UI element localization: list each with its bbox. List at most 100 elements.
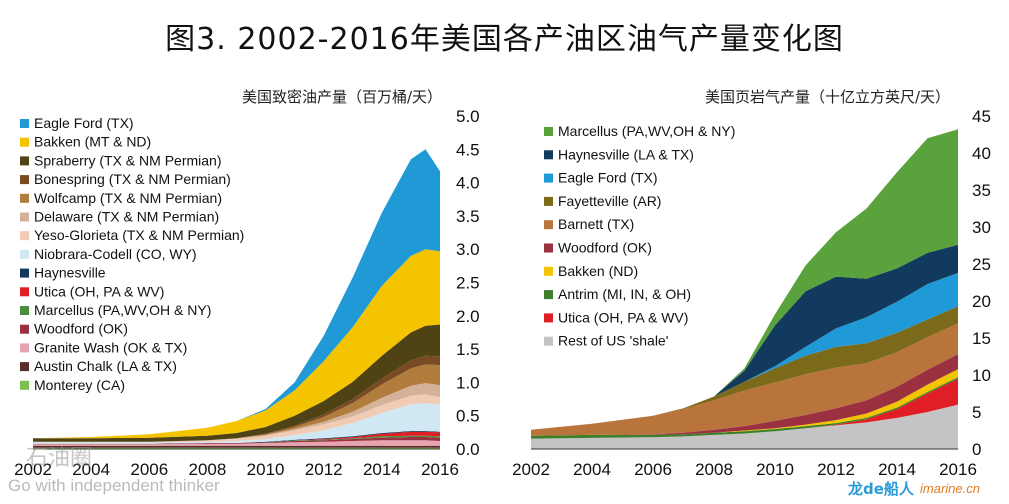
gas-legend-swatch-eagle-ford-tx bbox=[544, 173, 553, 183]
oil-legend-swatch-utica-oh-pa-wv bbox=[20, 287, 29, 297]
oil-area-granite-wash-ok-tx bbox=[33, 440, 440, 446]
gas-legend-label-antrim-mi-in-oh: Antrim (MI, IN, & OH) bbox=[558, 286, 691, 302]
gas-legend-label-haynesville-la-tx: Haynesville (LA & TX) bbox=[558, 146, 694, 162]
gas-x-tick-label: 2014 bbox=[878, 460, 916, 479]
oil-legend-swatch-eagle-ford-tx bbox=[20, 119, 29, 128]
oil-y-tick-label: 1.0 bbox=[456, 373, 480, 392]
oil-legend-swatch-austin-chalk-la-tx bbox=[20, 362, 29, 372]
gas-y-tick-label: 45 bbox=[972, 107, 991, 126]
watermark-brand-right: 龙de船人 bbox=[848, 480, 914, 498]
gas-y-tick-label: 25 bbox=[972, 255, 991, 274]
oil-legend-label-austin-chalk-la-tx: Austin Chalk (LA & TX) bbox=[34, 358, 177, 374]
oil-legend-swatch-granite-wash-ok-tx bbox=[20, 343, 29, 353]
oil-y-tick-label: 0.0 bbox=[456, 440, 480, 459]
gas-y-tick-label: 35 bbox=[972, 181, 991, 200]
gas-legend-label-rest-of-us-shale: Rest of US 'shale' bbox=[558, 333, 668, 349]
gas-legend-swatch-barnett-tx bbox=[544, 220, 553, 230]
oil-area-austin-chalk-la-tx bbox=[33, 445, 440, 448]
tight-oil-panel: 美国致密油产量（百万桶/天） 2002 2004 2006 2008 2010 2012 2… bbox=[0, 80, 500, 500]
gas-x-tick-label: 2012 bbox=[817, 460, 855, 479]
gas-area-rest-of-us-shale bbox=[531, 404, 958, 449]
gas-area-woodford-ok bbox=[531, 354, 958, 436]
gas-legend-swatch-marcellus-pa-wv-oh-ny bbox=[544, 127, 553, 136]
oil-y-tick-label: 5.0 bbox=[456, 107, 480, 126]
gas-legend-swatch-utica-oh-pa-wv bbox=[544, 313, 553, 323]
gas-legend-label-marcellus-pa-wv-oh-ny: Marcellus (PA,WV,OH & NY) bbox=[558, 123, 735, 139]
oil-area-haynesville bbox=[33, 431, 440, 444]
gas-x-tick-label: 2010 bbox=[756, 460, 794, 479]
gas-legend-swatch-bakken-nd bbox=[544, 266, 553, 276]
oil-area-bakken-mt-nd bbox=[33, 249, 440, 439]
gas-area-bakken-nd bbox=[531, 369, 958, 436]
oil-area-wolfcamp-tx-nm-permian bbox=[33, 364, 440, 442]
oil-legend-label-woodford-ok: Woodford (OK) bbox=[34, 321, 128, 337]
oil-x-tick-label: 2014 bbox=[363, 460, 401, 479]
oil-legend-swatch-spraberry-tx-nm-permian bbox=[20, 156, 29, 166]
main-title: 图3. 2002-2016年美国各产油区油气产量变化图 bbox=[165, 22, 844, 57]
oil-legend-label-niobrara-codell-co-wy: Niobrara-Codell (CO, WY) bbox=[34, 246, 197, 262]
oil-area-spraberry-tx-nm-permian bbox=[33, 324, 440, 442]
oil-legend-swatch-woodford-ok bbox=[20, 324, 29, 334]
oil-y-tick-label: 4.5 bbox=[456, 140, 480, 159]
gas-y-tick-label: 30 bbox=[972, 218, 991, 237]
gas-legend-swatch-woodford-ok bbox=[544, 243, 553, 253]
gas-legend-label-fayetteville-ar: Fayetteville (AR) bbox=[558, 193, 661, 209]
gas-legend-label-utica-oh-pa-wv: Utica (OH, PA & WV) bbox=[558, 309, 688, 325]
oil-area-woodford-ok bbox=[33, 437, 440, 445]
watermark-site-right: imarine.cn bbox=[920, 481, 980, 496]
shale-gas-chart-subtitle: 美国页岩气产量（十亿立方英尺/天） bbox=[705, 88, 951, 106]
gas-legend-label-eagle-ford-tx: Eagle Ford (TX) bbox=[558, 170, 658, 186]
gas-y-tick-label: 40 bbox=[972, 144, 991, 163]
gas-y-tick-label: 5 bbox=[972, 403, 981, 422]
oil-legend-label-utica-oh-pa-wv: Utica (OH, PA & WV) bbox=[34, 283, 164, 299]
watermark-brand-left: 石油圈 bbox=[26, 446, 93, 471]
oil-legend-label-delaware-tx-nm-permian: Delaware (TX & NM Permian) bbox=[34, 209, 219, 225]
oil-x-tick-label: 2016 bbox=[421, 460, 459, 479]
oil-x-tick-label: 2010 bbox=[247, 460, 285, 479]
tight-oil-chart-subtitle: 美国致密油产量（百万桶/天） bbox=[242, 88, 443, 106]
oil-area-marcellus-pa-wv-oh-ny bbox=[33, 435, 440, 444]
gas-x-tick-label: 2002 bbox=[512, 460, 550, 479]
oil-legend-label-granite-wash-ok-tx: Granite Wash (OK & TX) bbox=[34, 339, 187, 355]
oil-x-tick-label: 2002 bbox=[14, 460, 52, 479]
gas-y-tick-label: 15 bbox=[972, 329, 991, 348]
oil-legend-swatch-haynesville bbox=[20, 268, 29, 278]
oil-area-niobrara-codell-co-wy bbox=[33, 403, 440, 444]
gas-y-tick-label: 20 bbox=[972, 292, 991, 311]
oil-legend-label-spraberry-tx-nm-permian: Spraberry (TX & NM Permian) bbox=[34, 152, 221, 168]
oil-legend-label-haynesville: Haynesville bbox=[34, 265, 106, 281]
gas-x-tick-label: 2016 bbox=[939, 460, 977, 479]
oil-area-eagle-ford-tx bbox=[33, 149, 440, 439]
oil-y-tick-label: 0.5 bbox=[456, 407, 480, 426]
oil-legend-swatch-wolfcamp-tx-nm-permian bbox=[20, 193, 29, 203]
shale-gas-panel: 美国页岩气产量（十亿立方英尺/天） 2002 2004 2006 2008 2010 20… bbox=[505, 80, 1009, 500]
oil-legend-swatch-bakken-mt-nd bbox=[20, 137, 29, 147]
oil-legend-swatch-bonespring-tx-nm-permian bbox=[20, 175, 29, 185]
oil-legend-label-wolfcamp-tx-nm-permian: Wolfcamp (TX & NM Permian) bbox=[34, 190, 222, 206]
gas-x-tick-label: 2004 bbox=[573, 460, 611, 479]
oil-area-bonespring-tx-nm-permian bbox=[33, 355, 440, 442]
oil-legend-label-monterey-ca: Monterey (CA) bbox=[34, 377, 125, 393]
oil-legend-label-bonespring-tx-nm-permian: Bonespring (TX & NM Permian) bbox=[34, 171, 231, 187]
watermark-tagline-left: Go with independent thinker bbox=[8, 476, 220, 495]
gas-area-utica-oh-pa-wv bbox=[531, 378, 958, 439]
oil-area-delaware-tx-nm-permian bbox=[33, 383, 440, 442]
gas-x-tick-label: 2008 bbox=[695, 460, 733, 479]
oil-area-utica-oh-pa-wv bbox=[33, 431, 440, 444]
gas-y-tick-label: 10 bbox=[972, 366, 991, 385]
oil-legend-swatch-delaware-tx-nm-permian bbox=[20, 212, 29, 222]
gas-y-tick-label: 0 bbox=[972, 440, 981, 459]
oil-legend-swatch-monterey-ca bbox=[20, 380, 29, 390]
oil-y-tick-label: 3.0 bbox=[456, 240, 480, 259]
oil-y-tick-label: 2.5 bbox=[456, 274, 480, 293]
gas-legend-swatch-haynesville-la-tx bbox=[544, 150, 553, 160]
gas-legend-swatch-fayetteville-ar bbox=[544, 196, 553, 206]
gas-area-barnett-tx bbox=[531, 323, 958, 436]
oil-y-tick-label: 1.5 bbox=[456, 340, 480, 359]
oil-x-tick-label: 2008 bbox=[189, 460, 227, 479]
gas-legend-label-barnett-tx: Barnett (TX) bbox=[558, 216, 634, 232]
oil-y-tick-label: 2.0 bbox=[456, 307, 480, 326]
oil-area-yeso-glorieta-tx-nm-permian bbox=[33, 394, 440, 443]
oil-x-tick-label: 2004 bbox=[72, 460, 110, 479]
